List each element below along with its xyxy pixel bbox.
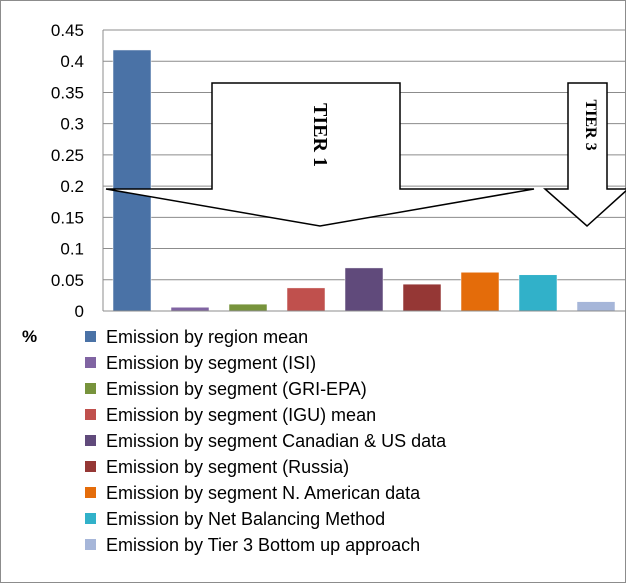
y-unit-label: % <box>22 327 37 346</box>
bar <box>286 287 326 312</box>
bar <box>518 274 558 312</box>
y-tick-labels: 0 0.05 0.1 0.15 0.2 0.25 0.3 0.35 0.4 0.45 <box>51 21 84 321</box>
legend-item: Emission by segment N. American data <box>106 483 421 503</box>
y-tick-label: 0 <box>75 302 84 321</box>
legend: Emission by region mean Emission by segme… <box>85 327 447 555</box>
legend-item: Emission by segment (GRI-EPA) <box>106 379 367 399</box>
legend-swatch <box>85 409 96 420</box>
legend-swatch <box>85 487 96 498</box>
legend-item: Emission by segment (IGU) mean <box>106 405 376 425</box>
legend-swatch <box>85 331 96 342</box>
y-tick-label: 0.4 <box>60 52 84 71</box>
bar <box>460 272 500 312</box>
tier3-arrow <box>543 82 626 228</box>
axes <box>102 30 625 312</box>
legend-item: Emission by segment Canadian & US data <box>106 431 447 451</box>
y-tick-label: 0.45 <box>51 21 84 40</box>
tier1-arrow <box>105 82 535 227</box>
legend-item: Emission by segment (Russia) <box>106 457 349 477</box>
bar <box>228 303 268 312</box>
legend-swatch <box>85 461 96 472</box>
y-tick-label: 0.35 <box>51 83 84 102</box>
y-tick-label: 0.15 <box>51 208 84 227</box>
legend-item: Emission by Tier 3 Bottom up approach <box>106 535 420 555</box>
bar <box>170 307 210 312</box>
bar <box>576 301 616 312</box>
legend-swatch <box>85 539 96 550</box>
y-tick-label: 0.2 <box>60 177 84 196</box>
legend-swatch <box>85 383 96 394</box>
legend-swatch <box>85 513 96 524</box>
y-tick-label: 0.25 <box>51 146 84 165</box>
bar <box>112 49 152 312</box>
bar <box>344 267 384 312</box>
bar <box>402 283 442 312</box>
y-tick-label: 0.3 <box>60 115 84 134</box>
legend-swatch <box>85 357 96 368</box>
y-tick-label: 0.05 <box>51 271 84 290</box>
bars-group <box>112 49 616 312</box>
tier3-label: TIER 3 <box>582 99 599 150</box>
tier1-label: TIER 1 <box>309 103 331 167</box>
y-tick-label: 0.1 <box>60 240 84 259</box>
legend-item: Emission by segment (ISI) <box>106 353 316 373</box>
legend-item: Emission by region mean <box>106 327 308 347</box>
legend-item: Emission by Net Balancing Method <box>106 509 385 529</box>
legend-swatch <box>85 435 96 446</box>
